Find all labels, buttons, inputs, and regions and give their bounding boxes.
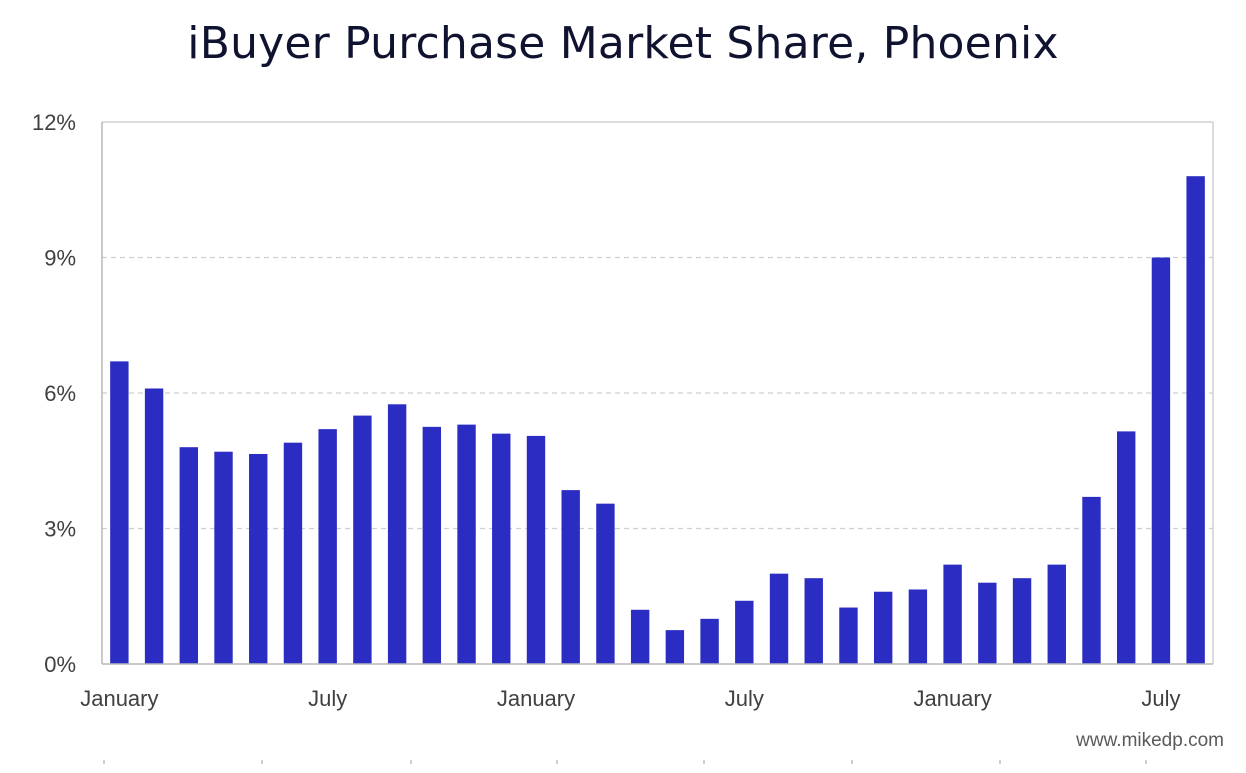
y-tick-label: 6% [44,381,76,406]
x-tick-label: January [913,686,991,711]
labels-layer: 0% 3% 6% 9% 12% January July January July January… [32,110,1181,711]
bar [353,415,372,664]
bar [144,388,164,664]
bar [422,426,442,664]
bar [387,404,407,664]
bar [492,433,511,664]
bar [769,573,789,664]
x-tick-label: July [308,686,347,711]
bar [214,451,233,664]
footer-ticks [103,760,1147,764]
bar [700,618,719,664]
bar [665,630,685,664]
bar [1047,564,1066,664]
bar [179,447,198,664]
bar [908,589,928,664]
chart-title: iBuyer Purchase Market Share, Phoenix [187,18,1059,69]
bar [1186,176,1205,664]
bar [457,424,476,664]
bar [804,578,823,664]
x-tick-label: January [497,686,575,711]
x-tick-label: July [725,686,764,711]
bar [1117,431,1136,664]
bar [1082,496,1101,664]
bar [1151,257,1171,664]
bar [318,429,337,664]
bar [735,600,754,664]
bars-layer [110,176,1205,664]
y-tick-label: 9% [44,246,76,271]
bar [978,582,997,664]
y-tick-label: 0% [44,652,76,677]
y-tick-label: 3% [44,517,76,542]
bar [596,503,615,664]
axes-layer [101,121,1214,665]
grid-layer [102,256,1213,530]
bar [839,607,858,664]
bar [873,591,893,664]
bar [561,490,580,664]
x-tick-label: January [80,686,158,711]
bar [249,453,268,664]
bar [283,442,303,664]
bar [110,361,129,664]
x-tick-label: July [1141,686,1180,711]
bar [1012,578,1032,664]
bar [526,435,546,664]
y-tick-label: 12% [32,110,76,135]
watermark: www.mikedp.com [1076,730,1224,751]
bar [630,609,650,664]
bar [943,564,962,664]
